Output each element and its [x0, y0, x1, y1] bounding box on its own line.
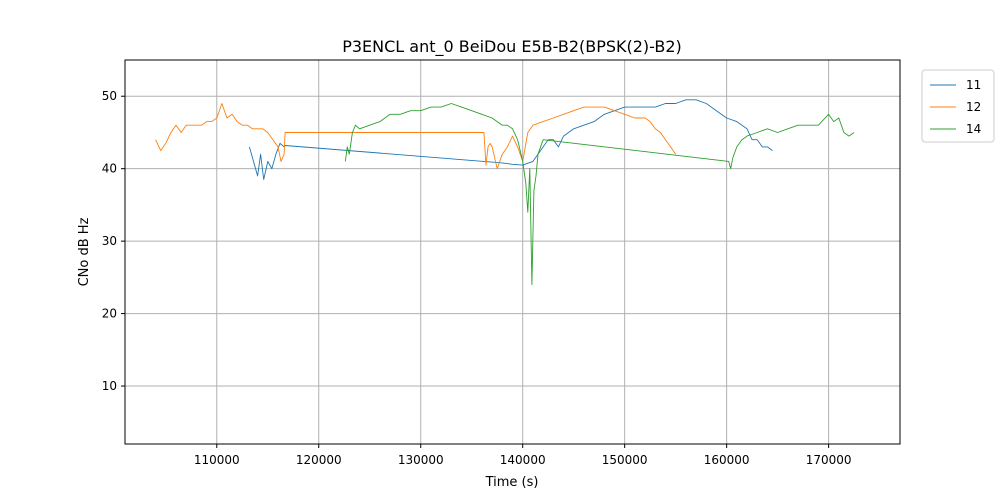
x-tick-label: 110000	[194, 453, 240, 467]
legend-label-12: 12	[966, 100, 981, 114]
chart-title: P3ENCL ant_0 BeiDou E5B-B2(BPSK(2)-B2)	[342, 37, 682, 57]
x-tick-label: 170000	[806, 453, 852, 467]
x-axis-label: Time (s)	[485, 475, 539, 490]
grid	[125, 60, 900, 444]
tick-labels: 110000 120000 130000 140000 150000 160000 1700…	[102, 89, 852, 467]
y-tick-label: 20	[102, 307, 117, 321]
y-tick-label: 10	[102, 379, 117, 393]
legend-label-11: 11	[966, 78, 981, 92]
x-tick-label: 160000	[704, 453, 750, 467]
legend-label-14: 14	[966, 122, 981, 136]
legend-box	[921, 69, 995, 143]
x-tick-label: 140000	[500, 453, 546, 467]
series-line-12	[155, 103, 677, 170]
x-tick-label: 130000	[398, 453, 444, 467]
y-axis-label: CNo dB Hz	[77, 217, 92, 286]
series-layer	[155, 99, 855, 286]
legend: 11 12 14	[921, 69, 995, 143]
plot-frame	[124, 59, 901, 445]
y-tick-label: 50	[102, 89, 117, 103]
x-tick-label: 150000	[602, 453, 648, 467]
y-tick-label: 40	[102, 162, 117, 176]
series-line-14	[344, 103, 855, 286]
x-tick-label: 120000	[296, 453, 342, 467]
series-line-11	[248, 99, 773, 180]
y-tick-label: 30	[102, 234, 117, 248]
